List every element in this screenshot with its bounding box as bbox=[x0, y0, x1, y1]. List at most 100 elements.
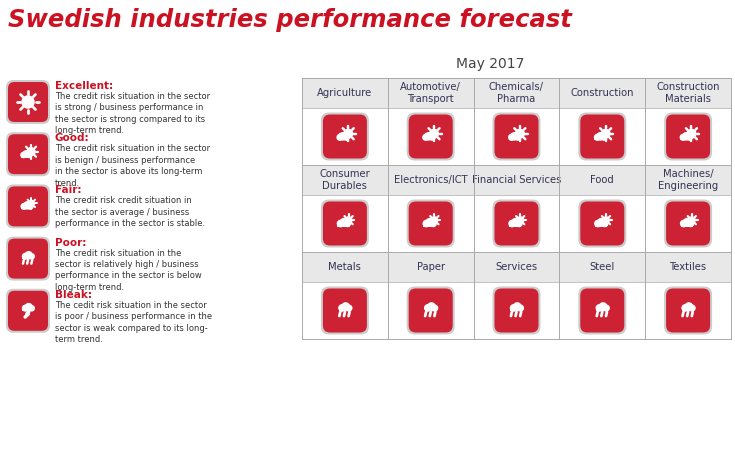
Circle shape bbox=[512, 133, 518, 140]
Circle shape bbox=[25, 252, 32, 259]
Circle shape bbox=[682, 305, 689, 311]
Circle shape bbox=[24, 202, 31, 209]
Text: Fair:: Fair: bbox=[55, 185, 82, 195]
Circle shape bbox=[515, 135, 520, 140]
Text: Steel: Steel bbox=[589, 262, 615, 272]
Circle shape bbox=[598, 219, 606, 226]
Circle shape bbox=[23, 305, 28, 311]
FancyBboxPatch shape bbox=[406, 112, 455, 160]
Text: The cedit risk situation in the sector
is poor / business performance in the
sec: The cedit risk situation in the sector i… bbox=[55, 301, 212, 344]
FancyBboxPatch shape bbox=[495, 288, 539, 332]
Circle shape bbox=[21, 203, 27, 209]
Circle shape bbox=[687, 129, 696, 138]
Bar bbox=[596, 308, 609, 311]
Text: Agriculture: Agriculture bbox=[318, 88, 373, 98]
FancyBboxPatch shape bbox=[581, 288, 624, 332]
Text: Financial Services: Financial Services bbox=[472, 175, 562, 185]
Circle shape bbox=[423, 220, 429, 227]
FancyBboxPatch shape bbox=[578, 112, 626, 160]
Circle shape bbox=[597, 133, 604, 140]
Circle shape bbox=[517, 217, 523, 224]
FancyBboxPatch shape bbox=[664, 287, 712, 335]
Circle shape bbox=[28, 204, 33, 209]
Circle shape bbox=[429, 135, 435, 140]
FancyBboxPatch shape bbox=[495, 115, 539, 159]
Bar bbox=[302, 165, 731, 195]
FancyBboxPatch shape bbox=[6, 289, 50, 333]
Circle shape bbox=[346, 305, 352, 311]
Text: Excellent:: Excellent: bbox=[55, 81, 113, 91]
FancyBboxPatch shape bbox=[6, 236, 50, 280]
FancyBboxPatch shape bbox=[666, 288, 710, 332]
Circle shape bbox=[428, 303, 435, 311]
Bar bbox=[681, 137, 692, 140]
Text: Services: Services bbox=[495, 262, 537, 272]
FancyBboxPatch shape bbox=[321, 112, 369, 160]
FancyBboxPatch shape bbox=[409, 202, 453, 245]
Circle shape bbox=[29, 306, 35, 311]
Circle shape bbox=[601, 129, 610, 138]
Circle shape bbox=[27, 148, 35, 156]
Circle shape bbox=[684, 219, 691, 226]
FancyBboxPatch shape bbox=[323, 202, 367, 245]
Circle shape bbox=[345, 221, 351, 227]
Circle shape bbox=[516, 221, 522, 227]
FancyBboxPatch shape bbox=[8, 134, 48, 174]
Circle shape bbox=[337, 135, 343, 140]
FancyBboxPatch shape bbox=[406, 287, 455, 335]
Circle shape bbox=[27, 152, 32, 158]
Circle shape bbox=[515, 129, 524, 138]
Text: The credit risk situation in the
sector is relatively high / business
performanc: The credit risk situation in the sector … bbox=[55, 249, 201, 292]
FancyBboxPatch shape bbox=[492, 200, 540, 247]
FancyBboxPatch shape bbox=[409, 115, 453, 159]
Circle shape bbox=[24, 151, 30, 157]
FancyBboxPatch shape bbox=[321, 200, 369, 247]
Circle shape bbox=[29, 200, 35, 206]
Circle shape bbox=[344, 129, 353, 138]
Text: Chemicals/
Pharma: Chemicals/ Pharma bbox=[489, 82, 544, 104]
Circle shape bbox=[595, 135, 600, 140]
FancyBboxPatch shape bbox=[406, 200, 455, 247]
Circle shape bbox=[423, 135, 429, 140]
Bar bbox=[509, 224, 521, 227]
Circle shape bbox=[595, 220, 601, 227]
Bar bbox=[302, 282, 731, 339]
Bar bbox=[23, 308, 34, 311]
Circle shape bbox=[345, 217, 352, 224]
Circle shape bbox=[513, 303, 521, 311]
Bar bbox=[423, 224, 435, 227]
FancyBboxPatch shape bbox=[8, 239, 48, 278]
Circle shape bbox=[339, 305, 345, 311]
FancyBboxPatch shape bbox=[578, 200, 626, 247]
FancyBboxPatch shape bbox=[664, 200, 712, 247]
FancyBboxPatch shape bbox=[666, 202, 710, 245]
FancyBboxPatch shape bbox=[6, 80, 50, 124]
Text: May 2017: May 2017 bbox=[456, 57, 524, 71]
Text: The credit risk situation in the sector
is strong / business performance in
the : The credit risk situation in the sector … bbox=[55, 92, 210, 135]
Bar bbox=[681, 224, 692, 227]
Circle shape bbox=[512, 219, 520, 226]
FancyBboxPatch shape bbox=[323, 115, 367, 159]
Text: Electronics/ICT: Electronics/ICT bbox=[394, 175, 467, 185]
Bar bbox=[423, 137, 434, 140]
Text: Food: Food bbox=[590, 175, 614, 185]
Circle shape bbox=[432, 305, 437, 311]
Circle shape bbox=[688, 221, 694, 227]
Text: Poor:: Poor: bbox=[55, 237, 87, 248]
Text: Good:: Good: bbox=[55, 133, 90, 143]
Text: The credit risk situation in the sector
is benign / business performance
in the : The credit risk situation in the sector … bbox=[55, 144, 210, 187]
Text: Consumer
Durables: Consumer Durables bbox=[320, 169, 370, 191]
Circle shape bbox=[687, 135, 692, 140]
Text: Textiles: Textiles bbox=[670, 262, 706, 272]
Circle shape bbox=[25, 303, 32, 311]
Circle shape bbox=[681, 135, 686, 140]
Circle shape bbox=[340, 219, 348, 226]
Circle shape bbox=[425, 305, 431, 311]
Circle shape bbox=[683, 133, 690, 140]
FancyBboxPatch shape bbox=[578, 287, 626, 335]
FancyBboxPatch shape bbox=[492, 287, 540, 335]
Circle shape bbox=[599, 303, 607, 311]
Bar bbox=[302, 195, 731, 252]
FancyBboxPatch shape bbox=[8, 186, 48, 227]
Circle shape bbox=[601, 135, 606, 140]
